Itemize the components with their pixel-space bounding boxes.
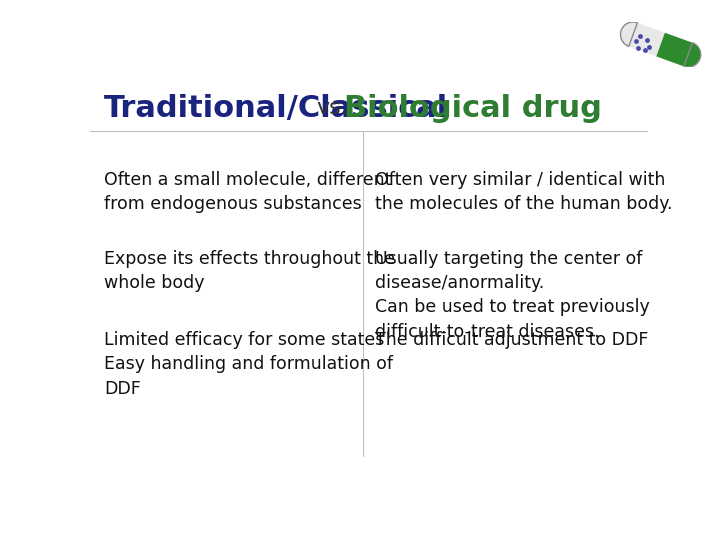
Polygon shape	[657, 33, 693, 66]
Text: Traditional/Classical: Traditional/Classical	[104, 94, 448, 123]
Text: Limited efficacy for some states
Easy handling and formulation of
DDF: Limited efficacy for some states Easy ha…	[104, 331, 393, 397]
Text: The difficult adjustment to DDF: The difficult adjustment to DDF	[374, 331, 648, 349]
Polygon shape	[629, 23, 665, 56]
Wedge shape	[684, 43, 701, 67]
Text: Expose its effects throughout the
whole body: Expose its effects throughout the whole …	[104, 250, 395, 292]
Text: Usually targeting the center of
disease/anormality.
Can be used to treat previou: Usually targeting the center of disease/…	[374, 250, 649, 341]
Wedge shape	[621, 22, 637, 46]
Text: Often a small molecule, different
from endogenous substances: Often a small molecule, different from e…	[104, 171, 392, 213]
Text: Biological drug: Biological drug	[344, 94, 602, 123]
Text: Often very similar / identical with
the molecules of the human body.: Often very similar / identical with the …	[374, 171, 672, 213]
Text: vs.: vs.	[316, 98, 348, 118]
